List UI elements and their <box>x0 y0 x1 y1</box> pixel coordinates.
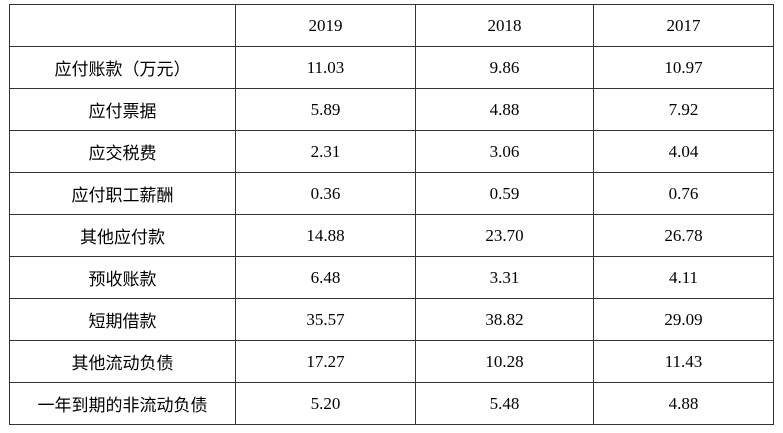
table-row: 应付职工薪酬 0.36 0.59 0.76 <box>9 172 774 215</box>
row-label: 其他应付款 <box>9 214 236 257</box>
header-corner-cell <box>9 4 236 47</box>
header-year-2019: 2019 <box>235 4 416 47</box>
cell-value-2017: 4.11 <box>593 256 774 299</box>
cell-value-2018: 5.48 <box>415 382 594 425</box>
cell-value-2019: 5.89 <box>235 88 416 131</box>
row-label: 应付职工薪酬 <box>9 172 236 215</box>
header-year-2017: 2017 <box>593 4 774 47</box>
row-label: 应付票据 <box>9 88 236 131</box>
liabilities-table-container: 2019 2018 2017 应付账款（万元） 11.03 9.86 10.97… <box>9 4 774 425</box>
cell-value-2019: 5.20 <box>235 382 416 425</box>
header-row: 2019 2018 2017 <box>9 4 774 47</box>
row-label: 预收账款 <box>9 256 236 299</box>
cell-value-2019: 17.27 <box>235 340 416 383</box>
table-row: 应付票据 5.89 4.88 7.92 <box>9 88 774 131</box>
liabilities-table: 2019 2018 2017 应付账款（万元） 11.03 9.86 10.97… <box>9 4 774 425</box>
header-year-2018: 2018 <box>415 4 594 47</box>
table-row: 短期借款 35.57 38.82 29.09 <box>9 298 774 341</box>
cell-value-2017: 29.09 <box>593 298 774 341</box>
row-label: 其他流动负债 <box>9 340 236 383</box>
table-body: 应付账款（万元） 11.03 9.86 10.97 应付票据 5.89 4.88… <box>9 46 774 425</box>
cell-value-2018: 0.59 <box>415 172 594 215</box>
cell-value-2017: 7.92 <box>593 88 774 131</box>
cell-value-2017: 0.76 <box>593 172 774 215</box>
table-row: 其他流动负债 17.27 10.28 11.43 <box>9 340 774 383</box>
cell-value-2018: 3.31 <box>415 256 594 299</box>
cell-value-2019: 35.57 <box>235 298 416 341</box>
cell-value-2019: 14.88 <box>235 214 416 257</box>
row-label: 应交税费 <box>9 130 236 173</box>
table-row: 预收账款 6.48 3.31 4.11 <box>9 256 774 299</box>
cell-value-2019: 11.03 <box>235 46 416 89</box>
table-header: 2019 2018 2017 <box>9 4 774 47</box>
cell-value-2019: 2.31 <box>235 130 416 173</box>
cell-value-2018: 9.86 <box>415 46 594 89</box>
table-row: 其他应付款 14.88 23.70 26.78 <box>9 214 774 257</box>
row-label: 一年到期的非流动负债 <box>9 382 236 425</box>
table-row: 一年到期的非流动负债 5.20 5.48 4.88 <box>9 382 774 425</box>
cell-value-2018: 38.82 <box>415 298 594 341</box>
cell-value-2017: 10.97 <box>593 46 774 89</box>
cell-value-2018: 10.28 <box>415 340 594 383</box>
table-row: 应交税费 2.31 3.06 4.04 <box>9 130 774 173</box>
row-label: 短期借款 <box>9 298 236 341</box>
row-label: 应付账款（万元） <box>9 46 236 89</box>
table-row: 应付账款（万元） 11.03 9.86 10.97 <box>9 46 774 89</box>
cell-value-2018: 3.06 <box>415 130 594 173</box>
cell-value-2019: 6.48 <box>235 256 416 299</box>
cell-value-2017: 26.78 <box>593 214 774 257</box>
cell-value-2018: 4.88 <box>415 88 594 131</box>
cell-value-2017: 4.04 <box>593 130 774 173</box>
cell-value-2017: 11.43 <box>593 340 774 383</box>
cell-value-2019: 0.36 <box>235 172 416 215</box>
cell-value-2018: 23.70 <box>415 214 594 257</box>
cell-value-2017: 4.88 <box>593 382 774 425</box>
